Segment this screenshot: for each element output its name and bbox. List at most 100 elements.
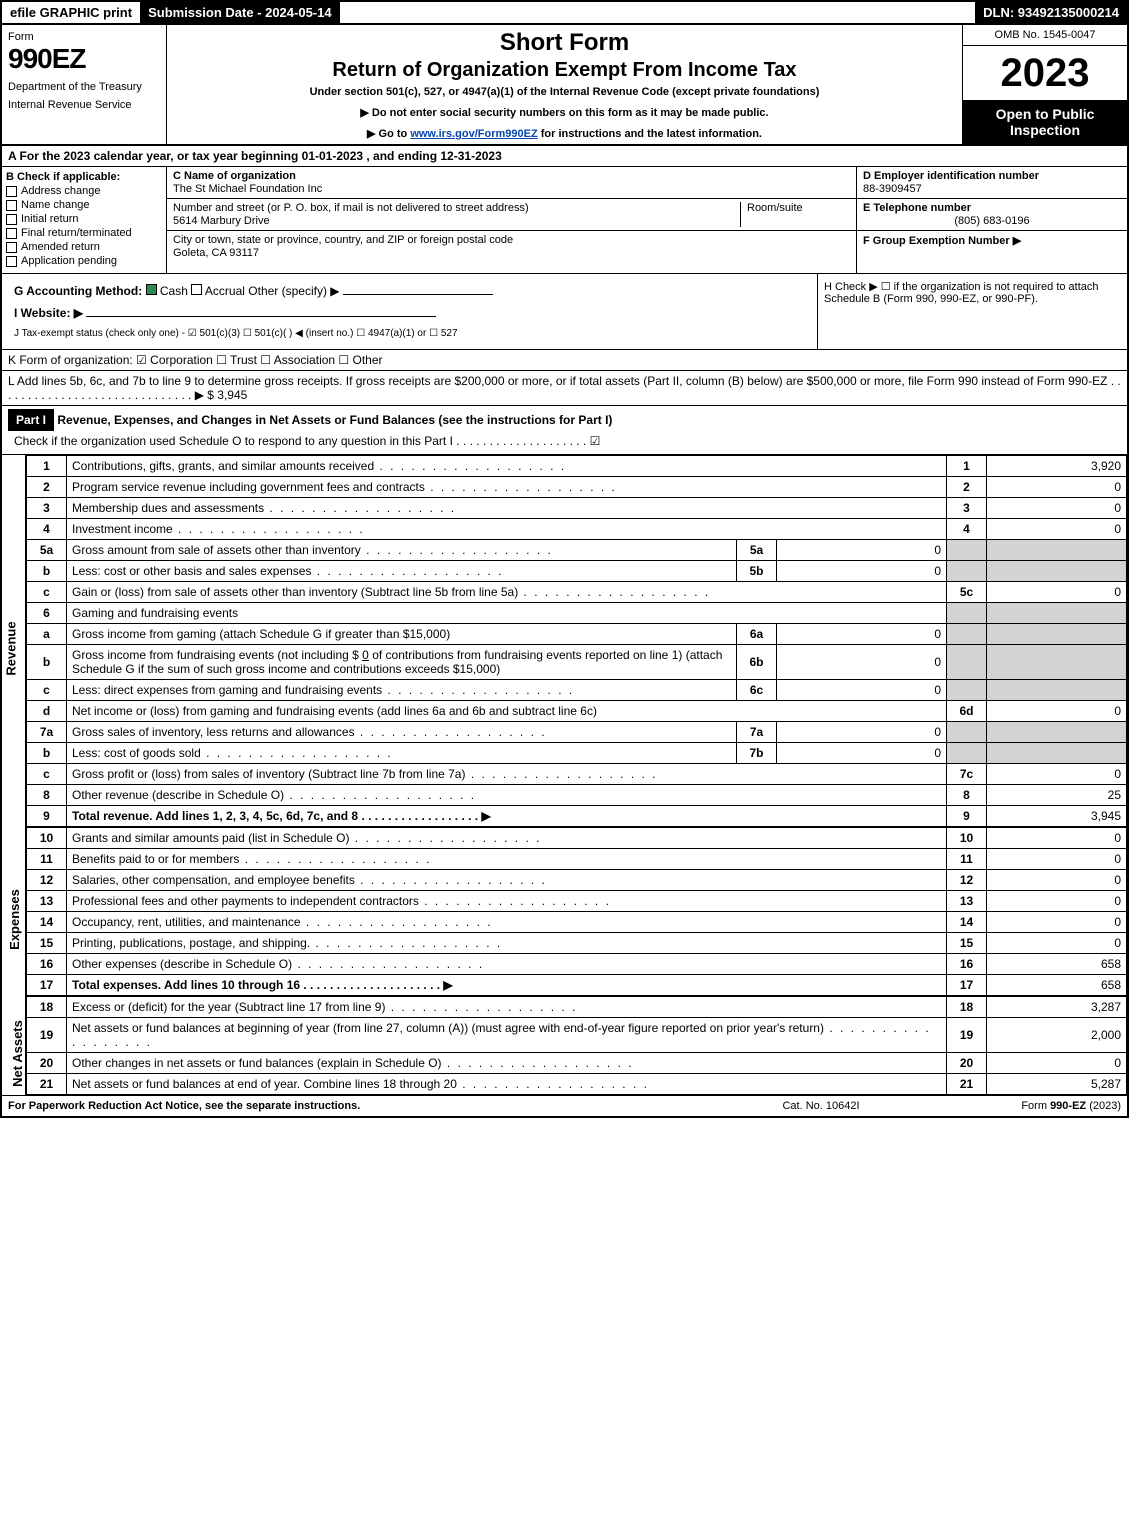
checkbox-final-return[interactable]: Final return/terminated — [6, 227, 162, 239]
revenue-sidebar: Revenue — [2, 455, 26, 827]
line-10: 10Grants and similar amounts paid (list … — [27, 828, 1127, 849]
line-rnum-shade — [947, 624, 987, 645]
line-7a: 7aGross sales of inventory, less returns… — [27, 722, 1127, 743]
line-rval-shade — [987, 603, 1127, 624]
irs-link[interactable]: www.irs.gov/Form990EZ — [410, 128, 537, 140]
line-desc: Net assets or fund balances at end of ye… — [67, 1074, 947, 1095]
line-rnum: 18 — [947, 997, 987, 1018]
line-rnum-shade — [947, 540, 987, 561]
other-specify-input[interactable] — [343, 294, 493, 295]
line-num: 1 — [27, 456, 67, 477]
line-rnum: 9 — [947, 806, 987, 827]
org-name-row: C Name of organization The St Michael Fo… — [167, 167, 856, 199]
phone-value: (805) 683-0196 — [863, 215, 1121, 227]
line-rnum: 13 — [947, 891, 987, 912]
line-value: 3,287 — [987, 997, 1127, 1018]
line-desc: Gross sales of inventory, less returns a… — [67, 722, 737, 743]
ein-value: 88-3909457 — [863, 183, 1121, 195]
line-20: 20Other changes in net assets or fund ba… — [27, 1053, 1127, 1074]
part-1-label: Part I — [8, 409, 54, 431]
line-rnum: 15 — [947, 933, 987, 954]
section-l-value: 3,945 — [217, 388, 247, 402]
line-rval-shade — [987, 561, 1127, 582]
checkbox-initial-return[interactable]: Initial return — [6, 213, 162, 225]
line-num: 7a — [27, 722, 67, 743]
revenue-section: Revenue 1Contributions, gifts, grants, a… — [2, 455, 1127, 827]
checkbox-amended-return[interactable]: Amended return — [6, 241, 162, 253]
section-i: I Website: ▶ — [8, 302, 811, 324]
line-rnum: 19 — [947, 1018, 987, 1053]
line-desc: Program service revenue including govern… — [67, 477, 947, 498]
line-rval-shade — [987, 722, 1127, 743]
checkbox-cash-icon[interactable] — [146, 284, 157, 295]
section-de: D Employer identification number 88-3909… — [857, 167, 1127, 273]
checkbox-label: Initial return — [21, 213, 78, 225]
line-value: 658 — [987, 975, 1127, 996]
line-value: 5,287 — [987, 1074, 1127, 1095]
cash-label: Cash — [160, 284, 188, 298]
line-desc: Net income or (loss) from gaming and fun… — [67, 701, 947, 722]
line-num: 10 — [27, 828, 67, 849]
line-rnum-shade — [947, 722, 987, 743]
line-num: b — [27, 561, 67, 582]
section-h: H Check ▶ ☐ if the organization is not r… — [817, 274, 1127, 349]
line-desc: Professional fees and other payments to … — [67, 891, 947, 912]
line-value: 0 — [987, 891, 1127, 912]
line-desc: Net assets or fund balances at beginning… — [67, 1018, 947, 1053]
ssn-warning: ▶ Do not enter social security numbers o… — [175, 106, 954, 119]
line-rnum: 16 — [947, 954, 987, 975]
line-num: c — [27, 582, 67, 603]
form-ref-prefix: Form — [1021, 1100, 1050, 1112]
section-d: D Employer identification number 88-3909… — [857, 167, 1127, 199]
line-desc-6b: Gross income from fundraising events (no… — [67, 645, 737, 680]
line-num: a — [27, 624, 67, 645]
checkbox-address-change[interactable]: Address change — [6, 185, 162, 197]
efile-print-button[interactable]: efile GRAPHIC print — [2, 2, 140, 23]
line-6b-desc1: Gross income from fundraising events (no… — [72, 648, 359, 662]
line-snum: 7a — [737, 722, 777, 743]
line-desc: Gaming and fundraising events — [67, 603, 947, 624]
revenue-table: 1Contributions, gifts, grants, and simil… — [26, 455, 1127, 827]
street-label: Number and street (or P. O. box, if mail… — [173, 202, 740, 214]
line-num: 11 — [27, 849, 67, 870]
line-value: 0 — [987, 870, 1127, 891]
line-desc: Gain or (loss) from sale of assets other… — [67, 582, 947, 603]
line-num: c — [27, 764, 67, 785]
checkbox-application-pending[interactable]: Application pending — [6, 255, 162, 267]
line-value: 0 — [987, 764, 1127, 785]
checkbox-accrual-icon[interactable] — [191, 284, 202, 295]
room-suite: Room/suite — [740, 202, 850, 227]
checkbox-label: Amended return — [21, 241, 100, 253]
form-number: 990EZ — [8, 43, 160, 75]
section-e: E Telephone number (805) 683-0196 — [857, 199, 1127, 231]
line-rval-shade — [987, 540, 1127, 561]
line-2: 2Program service revenue including gover… — [27, 477, 1127, 498]
title-short-form: Short Form — [175, 29, 954, 57]
line-num: 9 — [27, 806, 67, 827]
checkbox-label: Final return/terminated — [21, 227, 132, 239]
line-rnum-shade — [947, 680, 987, 701]
section-f: F Group Exemption Number ▶ — [857, 231, 1127, 250]
line-value: 0 — [987, 849, 1127, 870]
line-desc: Gross amount from sale of assets other t… — [67, 540, 737, 561]
accounting-website-row: G Accounting Method: Cash Accrual Other … — [2, 274, 1127, 350]
line-6: 6Gaming and fundraising events — [27, 603, 1127, 624]
line-rnum: 21 — [947, 1074, 987, 1095]
checkbox-name-change[interactable]: Name change — [6, 199, 162, 211]
line-value: 3,920 — [987, 456, 1127, 477]
section-g: G Accounting Method: Cash Accrual Other … — [8, 280, 811, 302]
line-num: b — [27, 645, 67, 680]
line-rnum: 14 — [947, 912, 987, 933]
line-rnum: 6d — [947, 701, 987, 722]
org-name: The St Michael Foundation Inc — [173, 183, 850, 195]
line-desc: Printing, publications, postage, and shi… — [67, 933, 947, 954]
part-1-title: Revenue, Expenses, and Changes in Net As… — [57, 413, 612, 427]
line-value: 0 — [987, 582, 1127, 603]
line-value: 0 — [987, 477, 1127, 498]
form-ref: Form 990-EZ (2023) — [921, 1100, 1121, 1112]
method-left: G Accounting Method: Cash Accrual Other … — [2, 274, 817, 349]
line-num: 13 — [27, 891, 67, 912]
line-sval: 0 — [777, 561, 947, 582]
website-input[interactable] — [86, 316, 436, 317]
line-rval-shade — [987, 743, 1127, 764]
